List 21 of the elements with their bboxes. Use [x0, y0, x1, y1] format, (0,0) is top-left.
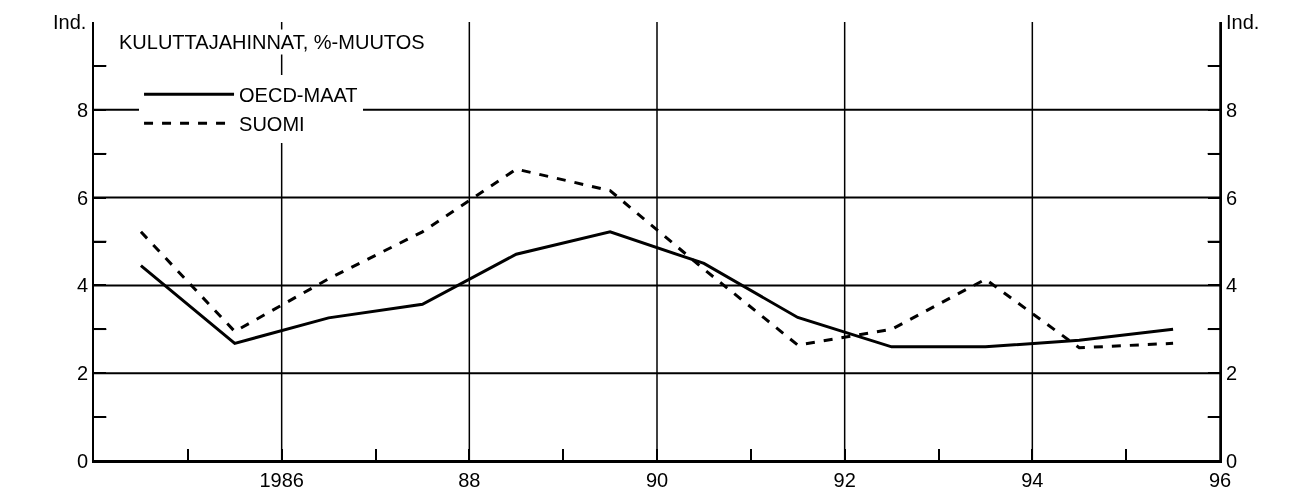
x-tick-label: 1986 [259, 469, 304, 491]
y-tick-label: 6 [76, 186, 88, 209]
legend-label: OECD-MAAT [239, 83, 358, 106]
y2-tick-label: 4 [1226, 274, 1238, 297]
legend-label: SUOMI [239, 112, 305, 135]
x-tick-label: 90 [645, 469, 669, 491]
y-tick-label: 8 [76, 98, 88, 121]
y2-tick-label: 6 [1226, 186, 1238, 209]
y2-tick-label: 2 [1226, 362, 1238, 385]
x-tick-label: 96 [1208, 469, 1232, 491]
x-tick-label: 88 [458, 469, 481, 491]
y-tick-label: 0 [76, 450, 88, 472]
chart-title: KULUTTAJAHINNAT, %-MUUTOS [119, 31, 425, 53]
y-tick-label: 4 [76, 274, 88, 297]
y-tick-label: 2 [76, 362, 88, 385]
y-axis-title: Ind. [53, 11, 87, 33]
y2-tick-label: 8 [1226, 98, 1238, 121]
x-tick-label: 92 [833, 469, 856, 491]
y2-tick-label: 0 [1226, 450, 1238, 472]
x-tick-label: 94 [1021, 469, 1044, 491]
y2-axis-title: Ind. [1226, 11, 1260, 33]
